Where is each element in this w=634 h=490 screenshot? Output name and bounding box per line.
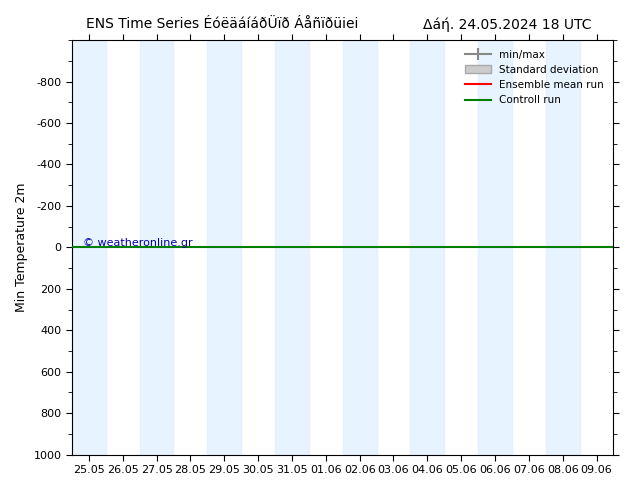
Bar [410, 40, 444, 455]
Text: Δáή. 24.05.2024 18 UTC: Δáή. 24.05.2024 18 UTC [423, 17, 592, 32]
Bar [546, 40, 579, 455]
Text: ENS Time Series ÉóëäáíáðÜïð Áåñïðüiei: ENS Time Series ÉóëäáíáðÜïð Áåñïðüiei [86, 17, 358, 31]
Bar [478, 40, 512, 455]
Bar [72, 40, 106, 455]
Legend: min/max, Standard deviation, Ensemble mean run, Controll run: min/max, Standard deviation, Ensemble me… [461, 46, 608, 109]
Bar [343, 40, 377, 455]
Bar [275, 40, 309, 455]
Bar [207, 40, 241, 455]
Bar [139, 40, 174, 455]
Y-axis label: Min Temperature 2m: Min Temperature 2m [15, 183, 28, 312]
Text: © weatheronline.gr: © weatheronline.gr [83, 238, 193, 248]
